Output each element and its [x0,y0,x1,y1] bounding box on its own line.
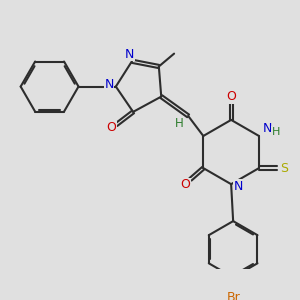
Text: S: S [280,162,288,175]
Text: O: O [226,90,236,103]
Text: H: H [272,127,280,137]
Text: O: O [106,122,116,134]
Text: N: N [262,122,272,135]
Text: N: N [125,47,135,61]
Text: O: O [180,178,190,191]
Text: Br: Br [226,291,240,300]
Text: H: H [175,117,184,130]
Text: N: N [234,180,243,193]
Text: N: N [104,79,114,92]
